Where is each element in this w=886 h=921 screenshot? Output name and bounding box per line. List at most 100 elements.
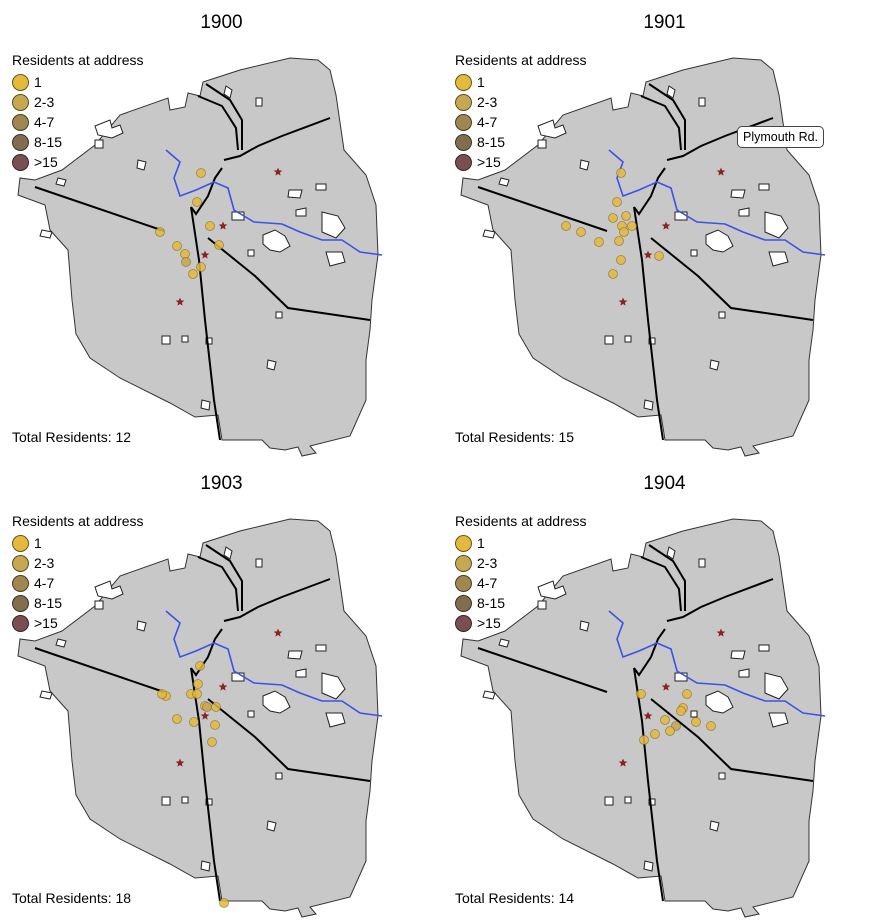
resident-marker <box>608 213 618 223</box>
legend-label: 2-3 <box>477 94 498 110</box>
map-panel-1903: 1903 Residents at address 1 2-3 4-7 8-15… <box>0 461 443 921</box>
park-block <box>295 668 307 678</box>
park-block <box>325 712 346 728</box>
panel-title: 1904 <box>643 473 686 494</box>
legend: Residents at address 1 2-3 4-7 8-15 >15 <box>12 513 144 633</box>
resident-marker <box>188 269 198 279</box>
road-line <box>223 578 331 622</box>
resident-marker <box>202 702 212 712</box>
park-block <box>482 229 496 239</box>
total-residents: Total Residents: 15 <box>455 429 574 445</box>
legend-swatch-1 <box>455 73 472 91</box>
legend-swatch-gt15 <box>455 153 472 171</box>
resident-marker <box>214 240 224 250</box>
resident-marker <box>650 729 660 739</box>
resident-marker <box>195 661 205 671</box>
legend-swatch-1 <box>455 534 472 552</box>
resident-marker <box>561 221 571 231</box>
road-line <box>207 698 371 782</box>
legend-label: 2-3 <box>34 94 55 110</box>
legend-label: 4-7 <box>477 575 498 591</box>
park-block <box>55 638 67 648</box>
park-block <box>200 860 211 872</box>
road-line <box>190 167 223 216</box>
legend-swatch-2-3 <box>12 554 29 572</box>
park-block <box>321 672 346 700</box>
landmark-star-icon <box>218 682 228 691</box>
park-block <box>287 650 303 660</box>
park-block <box>764 672 789 700</box>
legend: Residents at address 1 2-3 4-7 8-15 >15 <box>12 52 144 172</box>
total-label: Total Residents: <box>12 890 112 906</box>
legend-title: Residents at address <box>12 513 144 529</box>
legend-item: 8-15 <box>455 593 587 613</box>
park-block <box>643 399 654 411</box>
park-block <box>764 211 789 239</box>
legend-swatch-gt15 <box>455 614 472 632</box>
total-value: 18 <box>115 890 132 906</box>
resident-marker <box>192 689 202 699</box>
legend-label: 1 <box>34 535 42 551</box>
total-label: Total Residents: <box>455 429 555 445</box>
river-line <box>608 610 826 717</box>
legend-item: 2-3 <box>455 92 587 112</box>
panel-title: 1901 <box>643 12 686 33</box>
park-block <box>537 139 547 149</box>
legend-swatch-8-15 <box>455 133 472 151</box>
map-panel-1901: 1901 Residents at address 1 2-3 4-7 8-15… <box>443 0 886 460</box>
park-block <box>758 183 770 191</box>
landmark-star-icon <box>175 297 185 306</box>
legend-label: 2-3 <box>477 555 498 571</box>
park-block <box>136 620 147 632</box>
park-block <box>768 251 789 267</box>
resident-marker <box>196 168 206 178</box>
legend-swatch-4-7 <box>455 574 472 592</box>
legend-item: 8-15 <box>12 593 144 613</box>
map-panel-1900: 1900 Residents at address 1 2-3 4-7 8-15… <box>0 0 443 460</box>
park-block <box>666 85 676 99</box>
road-line <box>223 117 331 161</box>
resident-marker <box>594 237 604 247</box>
road-line <box>633 667 664 902</box>
legend-label: 8-15 <box>34 595 63 611</box>
park-block <box>698 97 706 107</box>
legend-item: 8-15 <box>12 132 144 152</box>
legend-label: 4-7 <box>477 114 498 130</box>
park-block <box>295 207 307 217</box>
resident-marker <box>614 236 624 246</box>
park-block <box>718 772 726 780</box>
park-block <box>223 85 233 99</box>
landmark-star-icon <box>200 250 210 259</box>
legend-label: >15 <box>34 615 58 631</box>
road-line <box>205 83 243 150</box>
landmark-star-icon <box>716 167 726 176</box>
legend-swatch-4-7 <box>455 113 472 131</box>
landmark-star-icon <box>273 167 283 176</box>
park-block <box>181 335 189 343</box>
park-block <box>262 690 291 714</box>
park-block <box>498 638 510 648</box>
legend-title: Residents at address <box>455 52 587 68</box>
total-residents: Total Residents: 18 <box>12 890 131 906</box>
resident-marker <box>660 715 670 725</box>
resident-marker <box>180 249 190 259</box>
panel-title: 1900 <box>200 12 243 33</box>
road-line <box>633 167 666 216</box>
legend-item: 1 <box>455 72 587 92</box>
total-residents: Total Residents: 14 <box>455 890 574 906</box>
legend-swatch-2-3 <box>12 93 29 111</box>
park-block <box>181 796 189 804</box>
legend-item: >15 <box>12 613 144 633</box>
resident-marker <box>193 679 203 689</box>
road-line <box>648 83 686 150</box>
resident-marker <box>205 221 215 231</box>
city-map <box>17 518 383 918</box>
park-block <box>266 359 277 371</box>
landmark-star-icon <box>643 711 653 720</box>
legend-swatch-8-15 <box>12 133 29 151</box>
park-block <box>624 335 632 343</box>
legend-label: 1 <box>34 74 42 90</box>
road-line <box>197 556 239 612</box>
legend: Residents at address 1 2-3 4-7 8-15 >15 <box>455 52 587 172</box>
park-block <box>718 311 726 319</box>
